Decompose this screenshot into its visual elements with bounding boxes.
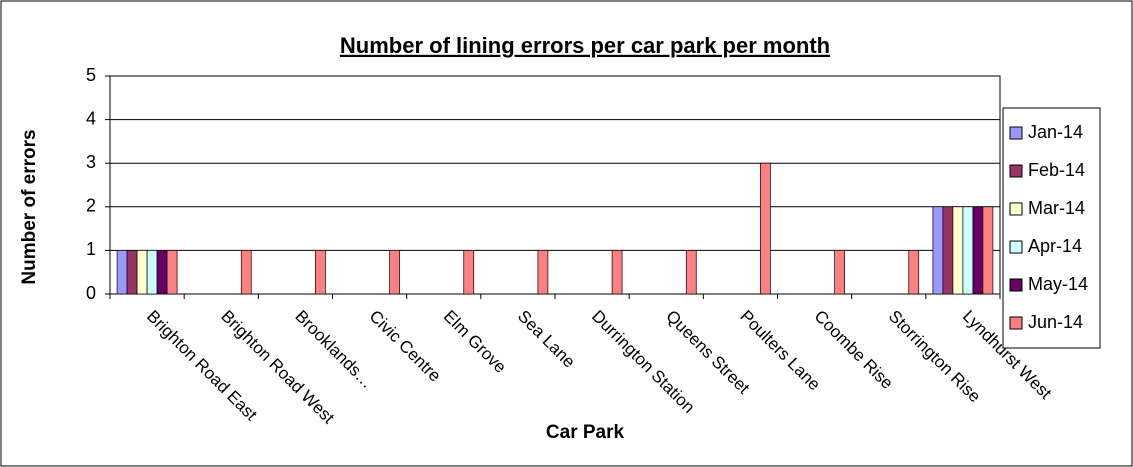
bar	[126, 250, 138, 295]
legend-label: Apr-14	[1028, 236, 1082, 256]
bar	[611, 250, 623, 295]
bar	[146, 250, 158, 295]
bar	[156, 250, 168, 295]
bar	[116, 250, 128, 295]
legend-box	[1002, 107, 1101, 349]
y-tick-label: 2	[86, 196, 96, 216]
bar	[962, 206, 974, 295]
legend-label: Jan-14	[1028, 122, 1083, 142]
y-axis-title: Number of errors	[19, 129, 40, 284]
bar	[834, 250, 845, 295]
legend-swatch	[1009, 202, 1023, 216]
y-tick-label: 3	[86, 152, 96, 172]
legend-swatch	[1009, 278, 1023, 292]
legend-label: Feb-14	[1028, 160, 1085, 180]
bar	[942, 206, 954, 295]
legend-swatch	[1009, 164, 1023, 178]
y-tick-label: 4	[86, 108, 96, 128]
bar	[166, 250, 178, 295]
bar	[952, 206, 964, 295]
bar	[972, 206, 984, 295]
legend-label: Mar-14	[1028, 198, 1085, 218]
chart-title: Number of lining errors per car park per…	[340, 33, 830, 58]
bar	[136, 250, 148, 295]
legend-swatch	[1009, 126, 1023, 140]
y-tick-label: 0	[86, 283, 96, 303]
bar	[240, 250, 252, 295]
legend-swatch	[1009, 240, 1023, 254]
legend-swatch	[1009, 316, 1023, 330]
bar	[932, 206, 944, 295]
y-tick-label: 5	[86, 65, 96, 85]
bar	[908, 250, 920, 295]
x-axis-title: Car Park	[546, 422, 625, 443]
bar	[463, 250, 475, 295]
bar	[760, 162, 771, 295]
bar	[982, 206, 994, 295]
y-tick-label: 1	[86, 239, 96, 259]
legend-label: Jun-14	[1028, 312, 1083, 332]
bar	[537, 250, 549, 295]
bar	[685, 250, 697, 295]
bar	[315, 250, 326, 295]
bar	[389, 250, 400, 295]
legend-label: May-14	[1028, 274, 1088, 294]
